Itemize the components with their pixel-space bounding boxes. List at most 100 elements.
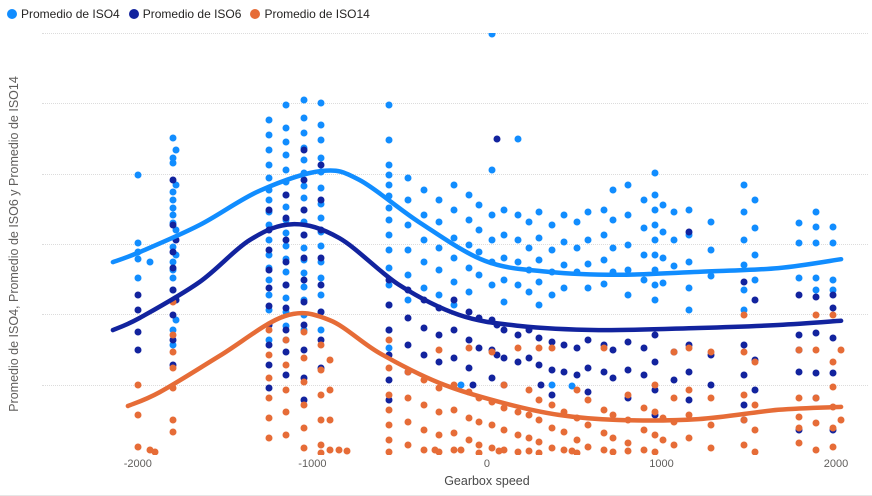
data-point-promedio-de-iso6[interactable]: [812, 369, 820, 377]
data-point-promedio-de-iso4[interactable]: [514, 135, 522, 143]
data-point-promedio-de-iso4[interactable]: [282, 268, 290, 276]
data-point-promedio-de-iso4[interactable]: [420, 236, 428, 244]
data-point-promedio-de-iso6[interactable]: [465, 308, 473, 316]
data-point-promedio-de-iso14[interactable]: [317, 391, 325, 399]
data-point-promedio-de-iso4[interactable]: [317, 258, 325, 266]
data-point-promedio-de-iso14[interactable]: [573, 386, 581, 394]
data-point-promedio-de-iso6[interactable]: [450, 296, 458, 304]
data-point-promedio-de-iso14[interactable]: [282, 408, 290, 416]
data-point-promedio-de-iso6[interactable]: [829, 369, 837, 377]
data-point-promedio-de-iso14[interactable]: [514, 408, 522, 416]
data-point-promedio-de-iso14[interactable]: [435, 448, 443, 455]
data-point-promedio-de-iso4[interactable]: [317, 121, 325, 129]
data-point-promedio-de-iso4[interactable]: [685, 284, 693, 292]
data-point-promedio-de-iso14[interactable]: [751, 426, 759, 434]
data-point-promedio-de-iso6[interactable]: [584, 336, 592, 344]
data-point-promedio-de-iso14[interactable]: [812, 346, 820, 354]
data-point-promedio-de-iso14[interactable]: [829, 424, 837, 432]
data-point-promedio-de-iso4[interactable]: [670, 236, 678, 244]
data-point-promedio-de-iso6[interactable]: [385, 301, 393, 309]
data-point-promedio-de-iso6[interactable]: [640, 371, 648, 379]
data-point-promedio-de-iso6[interactable]: [169, 176, 177, 184]
data-point-promedio-de-iso6[interactable]: [795, 291, 803, 299]
data-point-promedio-de-iso4[interactable]: [640, 224, 648, 232]
data-point-promedio-de-iso4[interactable]: [500, 276, 508, 284]
data-point-promedio-de-iso14[interactable]: [265, 374, 273, 382]
data-point-promedio-de-iso4[interactable]: [300, 182, 308, 190]
data-point-promedio-de-iso14[interactable]: [624, 447, 632, 455]
data-point-promedio-de-iso14[interactable]: [751, 358, 759, 366]
data-point-promedio-de-iso4[interactable]: [385, 192, 393, 200]
data-point-promedio-de-iso4[interactable]: [317, 326, 325, 334]
data-point-promedio-de-iso6[interactable]: [740, 278, 748, 286]
data-point-promedio-de-iso14[interactable]: [450, 446, 458, 454]
data-point-promedio-de-iso14[interactable]: [326, 386, 334, 394]
data-point-promedio-de-iso4[interactable]: [829, 239, 837, 247]
data-point-promedio-de-iso14[interactable]: [707, 348, 715, 356]
data-point-promedio-de-iso4[interactable]: [420, 186, 428, 194]
data-point-promedio-de-iso4[interactable]: [685, 258, 693, 266]
data-point-promedio-de-iso4[interactable]: [740, 208, 748, 216]
data-point-promedio-de-iso4[interactable]: [169, 204, 177, 212]
data-point-promedio-de-iso4[interactable]: [829, 276, 837, 284]
data-point-promedio-de-iso4[interactable]: [385, 344, 393, 352]
data-point-promedio-de-iso6[interactable]: [265, 246, 273, 254]
data-point-promedio-de-iso4[interactable]: [265, 146, 273, 154]
data-point-promedio-de-iso14[interactable]: [548, 424, 556, 432]
data-point-promedio-de-iso4[interactable]: [829, 223, 837, 231]
data-point-promedio-de-iso6[interactable]: [475, 314, 483, 322]
data-point-promedio-de-iso4[interactable]: [385, 136, 393, 144]
trend-line-promedio-de-iso4[interactable]: [110, 168, 844, 278]
data-point-promedio-de-iso4[interactable]: [651, 191, 659, 199]
data-point-promedio-de-iso4[interactable]: [385, 264, 393, 272]
data-point-promedio-de-iso4[interactable]: [659, 228, 667, 236]
data-point-promedio-de-iso6[interactable]: [300, 321, 308, 329]
data-point-promedio-de-iso6[interactable]: [317, 281, 325, 289]
data-point-promedio-de-iso14[interactable]: [420, 376, 428, 384]
data-point-promedio-de-iso6[interactable]: [829, 291, 837, 299]
data-point-promedio-de-iso4[interactable]: [795, 274, 803, 282]
data-point-promedio-de-iso6[interactable]: [450, 354, 458, 362]
data-point-promedio-de-iso14[interactable]: [751, 401, 759, 409]
data-point-promedio-de-iso14[interactable]: [812, 311, 820, 319]
data-point-promedio-de-iso14[interactable]: [535, 344, 543, 352]
data-point-promedio-de-iso14[interactable]: [134, 411, 142, 419]
data-point-promedio-de-iso14[interactable]: [300, 401, 308, 409]
data-point-promedio-de-iso14[interactable]: [282, 431, 290, 439]
data-point-promedio-de-iso6[interactable]: [300, 254, 308, 262]
data-point-promedio-de-iso4[interactable]: [134, 171, 142, 179]
data-point-promedio-de-iso4[interactable]: [751, 251, 759, 259]
data-point-promedio-de-iso4[interactable]: [450, 181, 458, 189]
data-point-promedio-de-iso6[interactable]: [282, 348, 290, 356]
data-point-promedio-de-iso14[interactable]: [317, 441, 325, 449]
data-point-promedio-de-iso6[interactable]: [265, 284, 273, 292]
data-point-promedio-de-iso6[interactable]: [134, 346, 142, 354]
data-point-promedio-de-iso6[interactable]: [488, 316, 496, 324]
data-point-promedio-de-iso6[interactable]: [548, 338, 556, 346]
data-point-promedio-de-iso14[interactable]: [500, 404, 508, 412]
data-point-promedio-de-iso4[interactable]: [317, 184, 325, 192]
data-point-promedio-de-iso14[interactable]: [751, 448, 759, 455]
data-point-promedio-de-iso6[interactable]: [134, 328, 142, 336]
data-point-promedio-de-iso6[interactable]: [169, 248, 177, 256]
data-point-promedio-de-iso6[interactable]: [265, 302, 273, 310]
data-point-promedio-de-iso14[interactable]: [169, 428, 177, 436]
data-point-promedio-de-iso4[interactable]: [488, 236, 496, 244]
data-point-promedio-de-iso6[interactable]: [795, 368, 803, 376]
data-point-promedio-de-iso6[interactable]: [282, 281, 290, 289]
data-point-promedio-de-iso6[interactable]: [435, 358, 443, 366]
data-point-promedio-de-iso14[interactable]: [169, 384, 177, 392]
data-point-promedio-de-iso4[interactable]: [300, 194, 308, 202]
data-point-promedio-de-iso14[interactable]: [146, 446, 154, 454]
data-point-promedio-de-iso4[interactable]: [172, 316, 180, 324]
data-point-promedio-de-iso6[interactable]: [172, 236, 180, 244]
data-point-promedio-de-iso4[interactable]: [169, 274, 177, 282]
data-point-promedio-de-iso4[interactable]: [812, 223, 820, 231]
data-point-promedio-de-iso6[interactable]: [300, 374, 308, 382]
data-point-promedio-de-iso4[interactable]: [560, 261, 568, 269]
data-point-promedio-de-iso6[interactable]: [535, 334, 543, 342]
data-point-promedio-de-iso4[interactable]: [282, 124, 290, 132]
data-point-promedio-de-iso14[interactable]: [548, 344, 556, 352]
data-point-promedio-de-iso14[interactable]: [435, 408, 443, 416]
data-point-promedio-de-iso14[interactable]: [829, 443, 837, 451]
